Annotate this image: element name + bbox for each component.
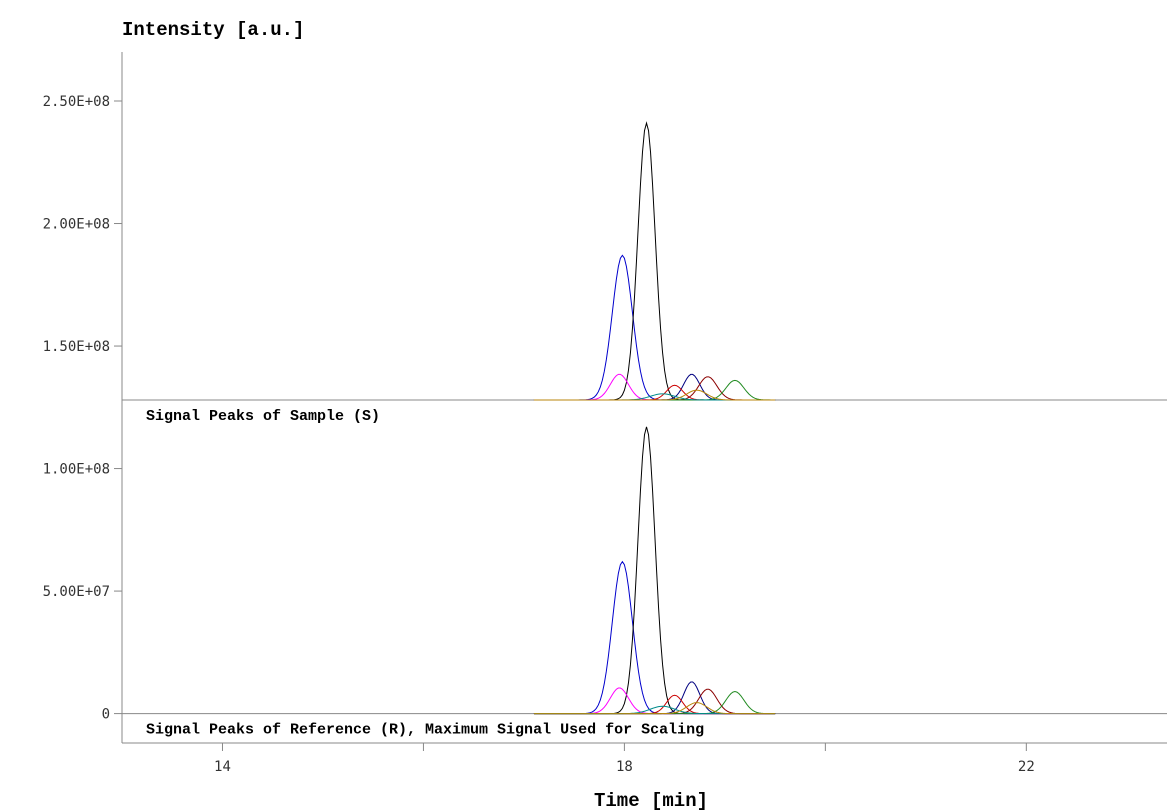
series-line-reference-9: [533, 702, 776, 715]
series-line-reference-7: [533, 691, 776, 715]
y-tick-label: 2.50E+08: [43, 94, 110, 110]
y-axis: 0 5.00E+07 1.00E+08 1.50E+08 2.00E+08 2.50E+0…: [43, 52, 123, 743]
y-axis-title: Intensity [a.u.]: [122, 19, 304, 41]
series-line-sample-3: [533, 373, 776, 401]
y-tick-label: 2.00E+08: [43, 217, 110, 233]
panel-label-reference: Signal Peaks of Reference (R), Maximum S…: [146, 722, 704, 739]
series-line-sample-6: [533, 376, 776, 401]
series-line-reference-3: [533, 687, 776, 715]
series-line-sample-1: [533, 254, 776, 401]
series-group: [122, 121, 1167, 715]
x-axis-title: Time [min]: [594, 790, 708, 812]
series-line-reference-1: [533, 560, 776, 715]
series-line-reference-5: [533, 694, 776, 715]
series-line-sample-5: [533, 384, 776, 401]
series-line-sample-9: [533, 389, 776, 401]
series-line-reference-2: [533, 426, 776, 715]
y-tick-label: 1.50E+08: [43, 339, 110, 355]
x-axis: 14 18 22: [122, 742, 1167, 775]
series-line-sample-7: [533, 379, 776, 401]
series-line-sample-2: [533, 121, 776, 401]
y-tick-label: 1.00E+08: [43, 462, 110, 478]
x-tick-label: 14: [214, 759, 231, 775]
x-tick-label: 18: [616, 759, 633, 775]
series-line-reference-4: [533, 681, 776, 715]
y-tick-label: 0: [102, 707, 110, 723]
panel-label-sample: Signal Peaks of Sample (S): [146, 408, 380, 425]
panel-labels: Signal Peaks of Sample (S) Signal Peaks o…: [146, 408, 704, 739]
y-tick-label: 5.00E+07: [43, 584, 110, 600]
series-line-reference-6: [533, 688, 776, 715]
series-line-sample-4: [533, 373, 776, 401]
x-tick-label: 22: [1018, 759, 1035, 775]
